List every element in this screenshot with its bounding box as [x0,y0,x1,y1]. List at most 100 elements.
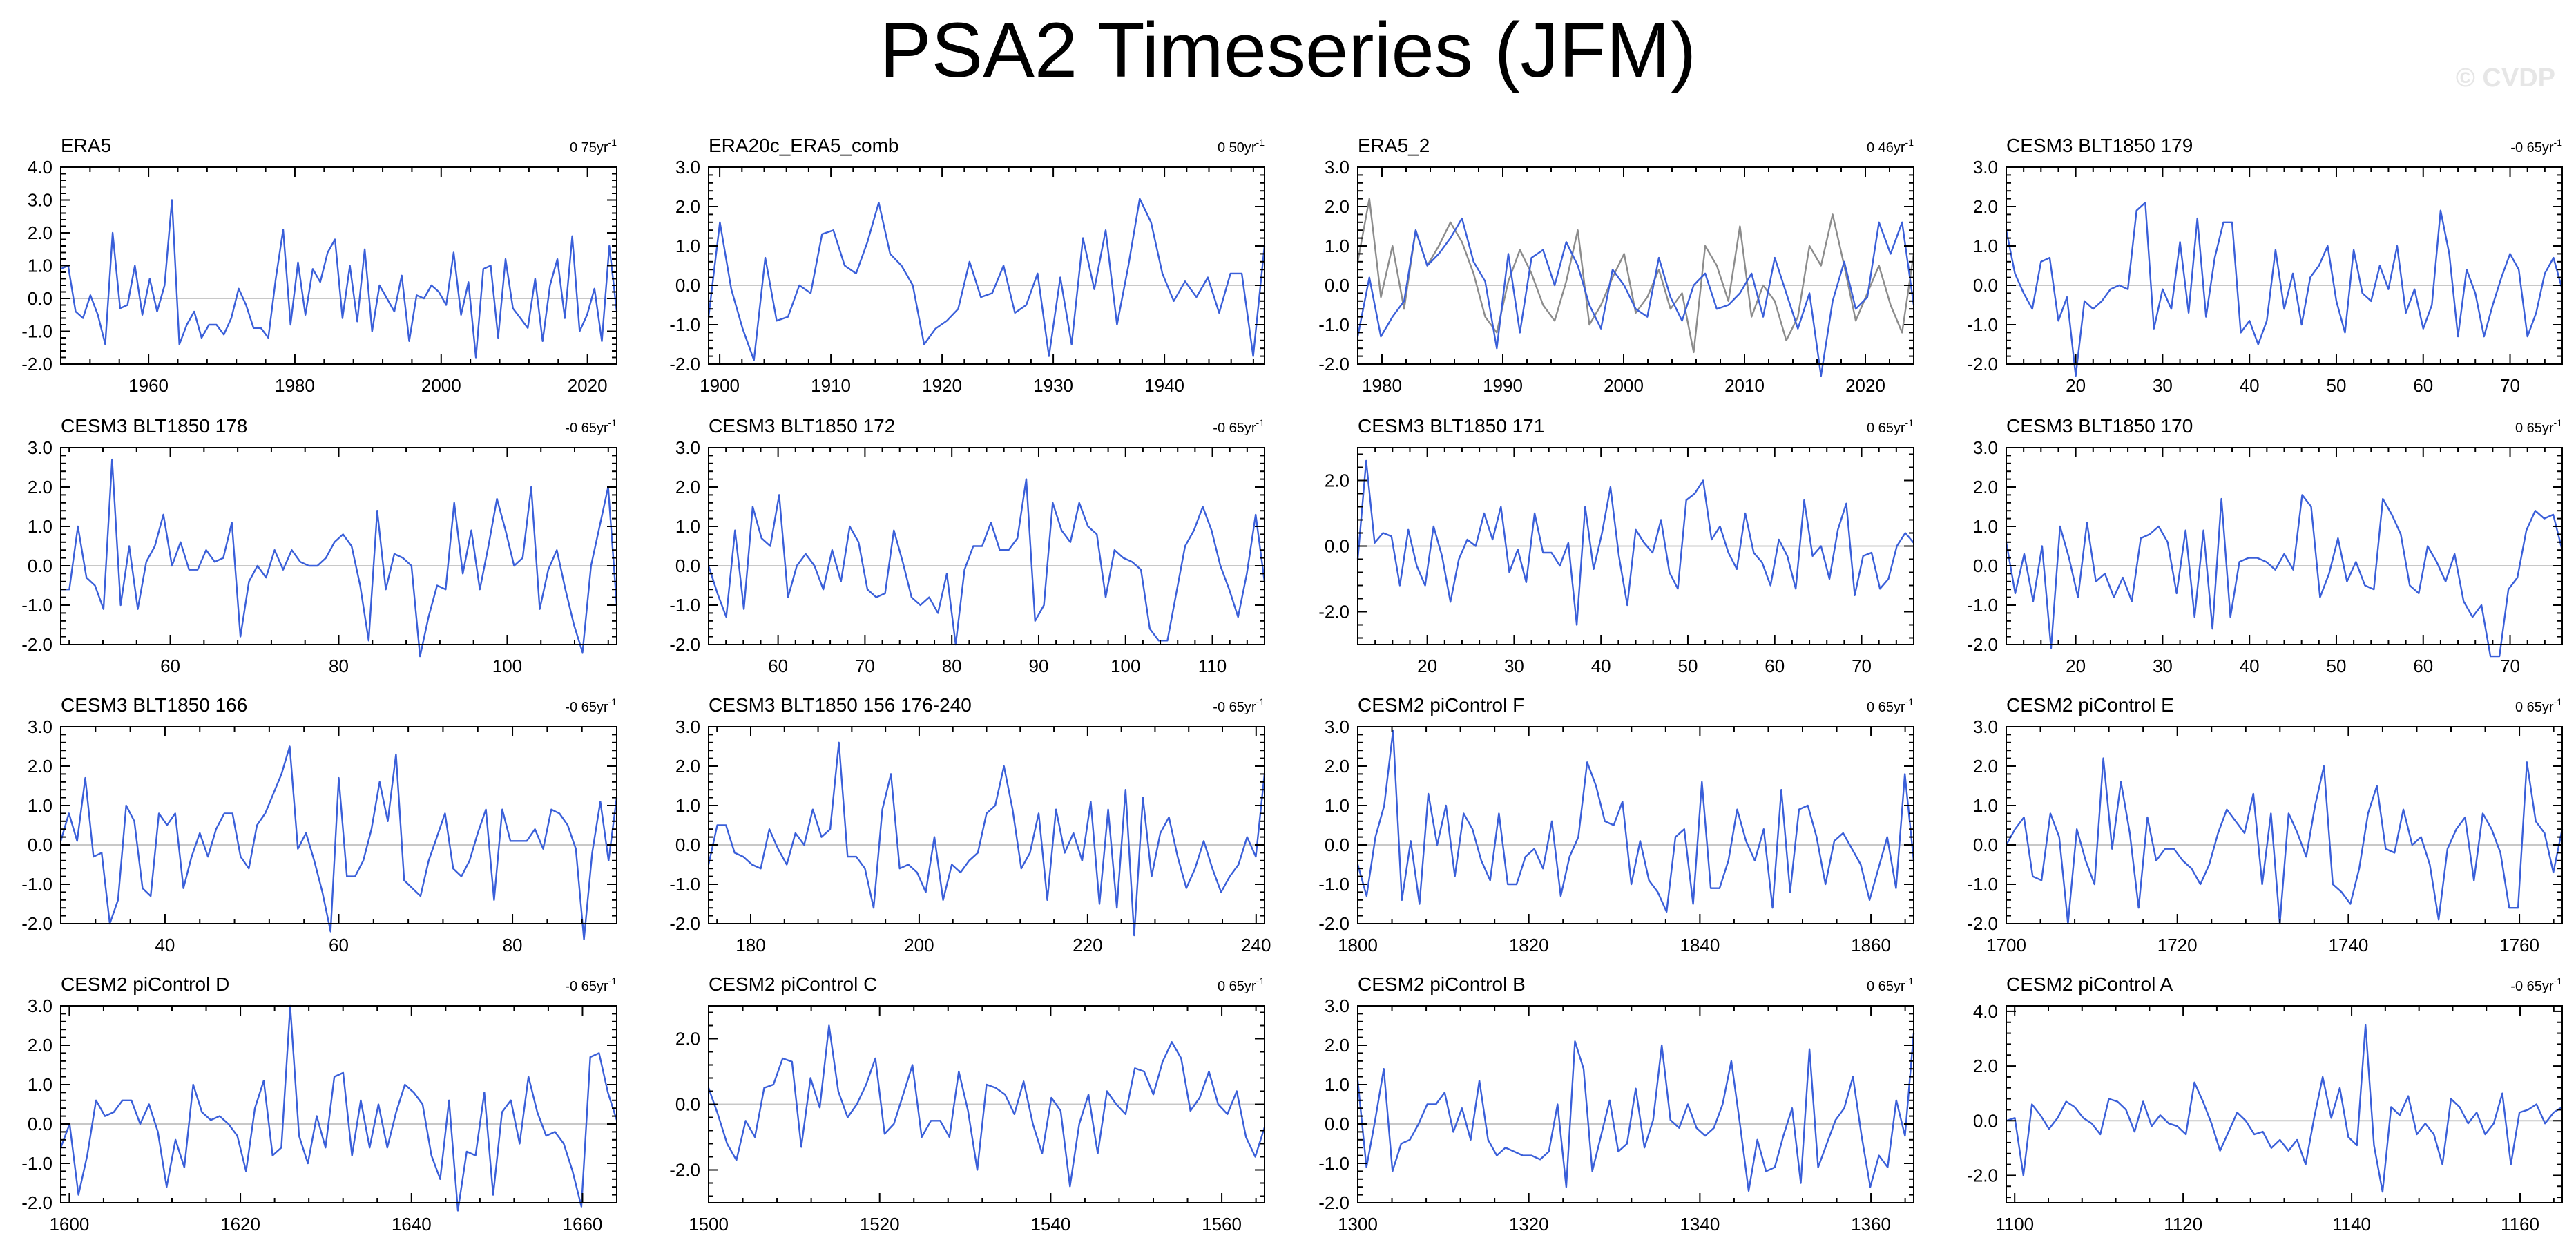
trend-superscript: -1 [1256,696,1265,707]
x-tick-label: 80 [329,656,349,676]
y-tick-label: -2.0 [1967,913,1998,934]
panel-title: CESM2 piControl B [1358,973,1526,995]
y-tick-label: 1.0 [28,256,52,276]
x-tick-label: 1660 [563,1214,603,1235]
y-tick-label: 3.0 [1973,716,1998,737]
x-tick-label: 1760 [2499,935,2539,955]
y-tick-label: -1.0 [1318,874,1349,895]
x-tick-label: 1940 [1144,375,1184,396]
y-tick-label: 0.0 [675,1094,700,1115]
y-tick-label: 0.0 [675,555,700,576]
trend-superscript: -1 [608,417,617,428]
plot-frame [708,447,1265,645]
x-tick-label: 1120 [2164,1214,2202,1235]
y-tick-label: 0.0 [28,835,52,855]
y-tick-label: 0.0 [1325,1114,1349,1134]
y-tick-label: 1.0 [1973,236,1998,256]
x-tick-label: 40 [2240,375,2260,396]
y-tick-label: 2.0 [28,222,52,243]
y-tick-label: 0.0 [675,275,700,296]
y-tick-label: -1.0 [1318,314,1349,335]
trend-label: 0 50yr-1 [1218,137,1265,155]
y-tick-label: -1.0 [1967,595,1998,616]
y-tick-label: -2.0 [1318,354,1349,374]
trend-superscript: -1 [1905,417,1914,428]
x-tick-label: 1540 [1030,1214,1070,1235]
x-tick-label: 1840 [1680,935,1720,955]
y-tick-label: 3.0 [28,995,52,1016]
trend-label: 0 65yr-1 [2515,696,2562,715]
x-tick-label: 1920 [922,375,962,396]
y-tick-label: 3.0 [28,190,52,211]
series-line [61,458,618,658]
y-tick-label: -1.0 [669,314,700,335]
x-tick-label: 60 [768,656,788,676]
trend-label: 0 65yr-1 [2515,417,2562,436]
y-tick-label: -2.0 [21,634,52,655]
trend-superscript: -1 [1905,137,1914,148]
x-tick-label: 1620 [220,1214,260,1235]
y-tick-label: 2.0 [28,756,52,776]
trend-label: -0 65yr-1 [1213,417,1265,436]
plot-frame [2006,1005,2563,1203]
y-tick-label: 2.0 [1973,477,1998,497]
x-tick-label: 40 [2240,656,2260,676]
trend-superscript: -1 [2554,417,2563,428]
x-tick-label: 1340 [1680,1214,1720,1235]
plot-frame [2006,447,2563,645]
y-tick-label: 3.0 [675,157,700,178]
y-tick-label: 4.0 [1973,1001,1998,1022]
series-line [2005,494,2564,658]
x-tick-label: 1720 [2157,935,2198,955]
y-tick-label: 0.0 [1325,536,1349,557]
panel-title: CESM2 piControl F [1358,694,1524,716]
y-tick-label: 2.0 [1973,1056,1998,1076]
chart-panel: -2.0 -1.0 0.0 1.0 2.0 3.0 1300 1320 1340 1360 CESM… [1318,973,1915,1235]
x-tick-label: 60 [1765,656,1785,676]
chart-panel: -2.0 -1.0 0.0 1.0 2.0 3.0 60 70 80 90 100 110 CESM3 … [669,415,1266,676]
series-line [1356,459,1914,626]
plot-frame [1357,166,1914,365]
x-tick-label: 70 [855,656,875,676]
y-tick-label: -1.0 [21,595,52,616]
y-tick-label: 3.0 [1973,437,1998,458]
x-tick-label: 90 [1029,656,1049,676]
panel-title: ERA5_2 [1358,135,1430,156]
x-tick-label: 1300 [1338,1214,1378,1235]
panel-title: CESM3 BLT1850 170 [2006,415,2193,437]
x-tick-label: 2020 [1845,375,1885,396]
chart-panel: -2.0 -1.0 0.0 1.0 2.0 3.0 20 30 40 50 60 70 CESM3 BL… [1967,135,2564,396]
chart-panel: -2.0 -1.0 0.0 1.0 2.0 3.0 20 30 40 50 60 70 CESM3 BL… [1967,415,2564,676]
panel-title: CESM3 BLT1850 172 [709,415,895,437]
panel-title: CESM3 BLT1850 166 [61,694,247,716]
y-tick-label: 0.0 [1973,1110,1998,1131]
series-line [1356,217,1915,377]
x-tick-label: 1930 [1033,375,1073,396]
series-line [707,478,1266,646]
x-tick-label: 60 [160,656,180,676]
y-tick-label: -2.0 [1318,913,1349,934]
y-tick-label: -1.0 [669,874,700,895]
y-tick-label: 0.0 [1325,275,1349,296]
y-tick-label: 3.0 [28,437,52,458]
plot-frame [60,447,617,645]
series-line [59,1004,618,1212]
chart-panel: -2.0 -1.0 0.0 1.0 2.0 3.0 1600 1620 1640 1660 CESM… [21,973,618,1235]
trend-superscript: -1 [2554,696,2563,707]
y-tick-label: 2.0 [675,196,700,217]
trend-label: -0 65yr-1 [565,975,617,994]
x-tick-label: 20 [2066,375,2086,396]
trend-superscript: -1 [1905,975,1914,987]
plot-frame [1357,726,1914,924]
x-tick-label: 1140 [2332,1214,2371,1235]
y-tick-label: 3.0 [28,716,52,737]
x-tick-label: 70 [2500,656,2520,676]
y-tick-label: 0.0 [1973,275,1998,296]
panel-title: CESM3 BLT1850 171 [1358,415,1544,437]
series-line [59,745,618,941]
y-tick-label: 1.0 [675,516,700,537]
x-tick-label: 70 [2500,375,2520,396]
y-tick-label: 2.0 [28,1035,52,1056]
x-tick-label: 2020 [568,375,608,396]
